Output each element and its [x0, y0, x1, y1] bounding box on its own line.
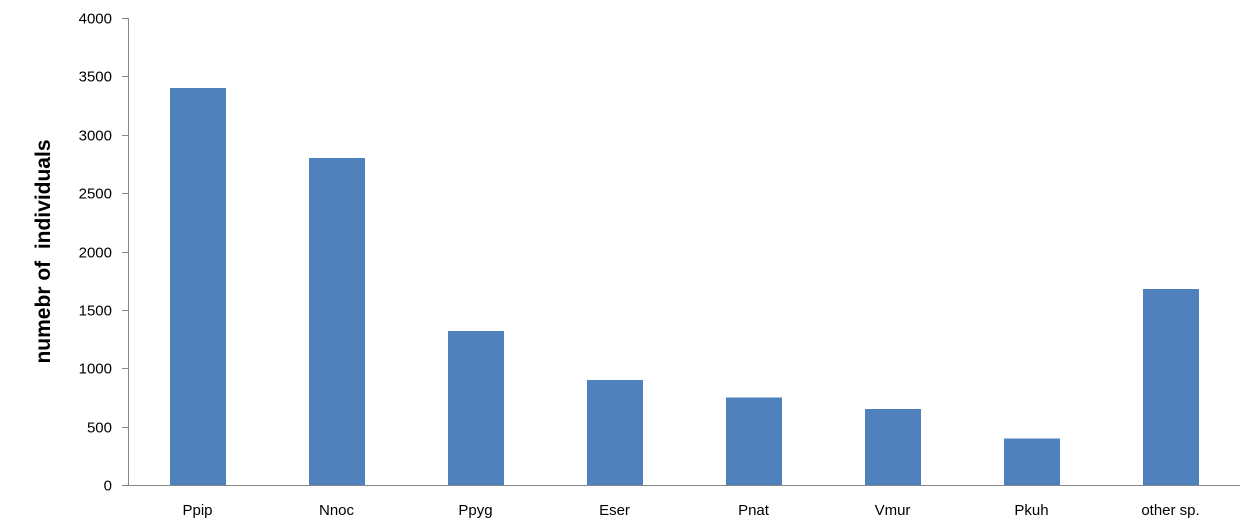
x-category-label: Pnat: [738, 502, 770, 519]
y-tick-label: 1500: [79, 303, 112, 320]
y-tick-label: 3000: [79, 128, 112, 145]
bar: [726, 397, 782, 485]
axes: [122, 18, 1240, 486]
y-axis-title: numebr of individuals: [32, 139, 55, 363]
bar: [448, 330, 504, 485]
x-category-label: Pkuh: [1014, 502, 1048, 519]
bars: [170, 88, 1199, 486]
y-tick-label: 500: [87, 420, 112, 437]
x-category-label: Eser: [599, 502, 630, 519]
bar: [587, 379, 643, 485]
bar: [170, 88, 226, 486]
y-tick-label: 2000: [79, 245, 112, 262]
y-tick-label: 4000: [79, 11, 112, 28]
y-tick-label: 1000: [79, 361, 112, 378]
x-category-label: Vmur: [875, 502, 911, 519]
y-tick-label: 0: [104, 478, 112, 495]
bar: [1004, 438, 1060, 485]
y-tick-label: 2500: [79, 186, 112, 203]
x-category-label: Nnoc: [319, 502, 355, 519]
bar: [1143, 288, 1199, 485]
x-category-label: Ppip: [182, 502, 212, 519]
x-category-label: Ppyg: [458, 502, 492, 519]
bar: [309, 158, 365, 485]
y-tick-label: 3500: [79, 69, 112, 86]
y-axis-ticks: 0 500 1000 1500 2000 2500 3000 3500 4000: [79, 11, 128, 495]
x-category-label: other sp.: [1141, 502, 1199, 519]
y-axis-title-group: numebr of individuals: [32, 139, 55, 363]
x-axis-categories: Ppip Nnoc Ppyg Eser Pnat Vmur Pkuh other sp.: [182, 502, 1199, 519]
bar: [865, 409, 921, 485]
